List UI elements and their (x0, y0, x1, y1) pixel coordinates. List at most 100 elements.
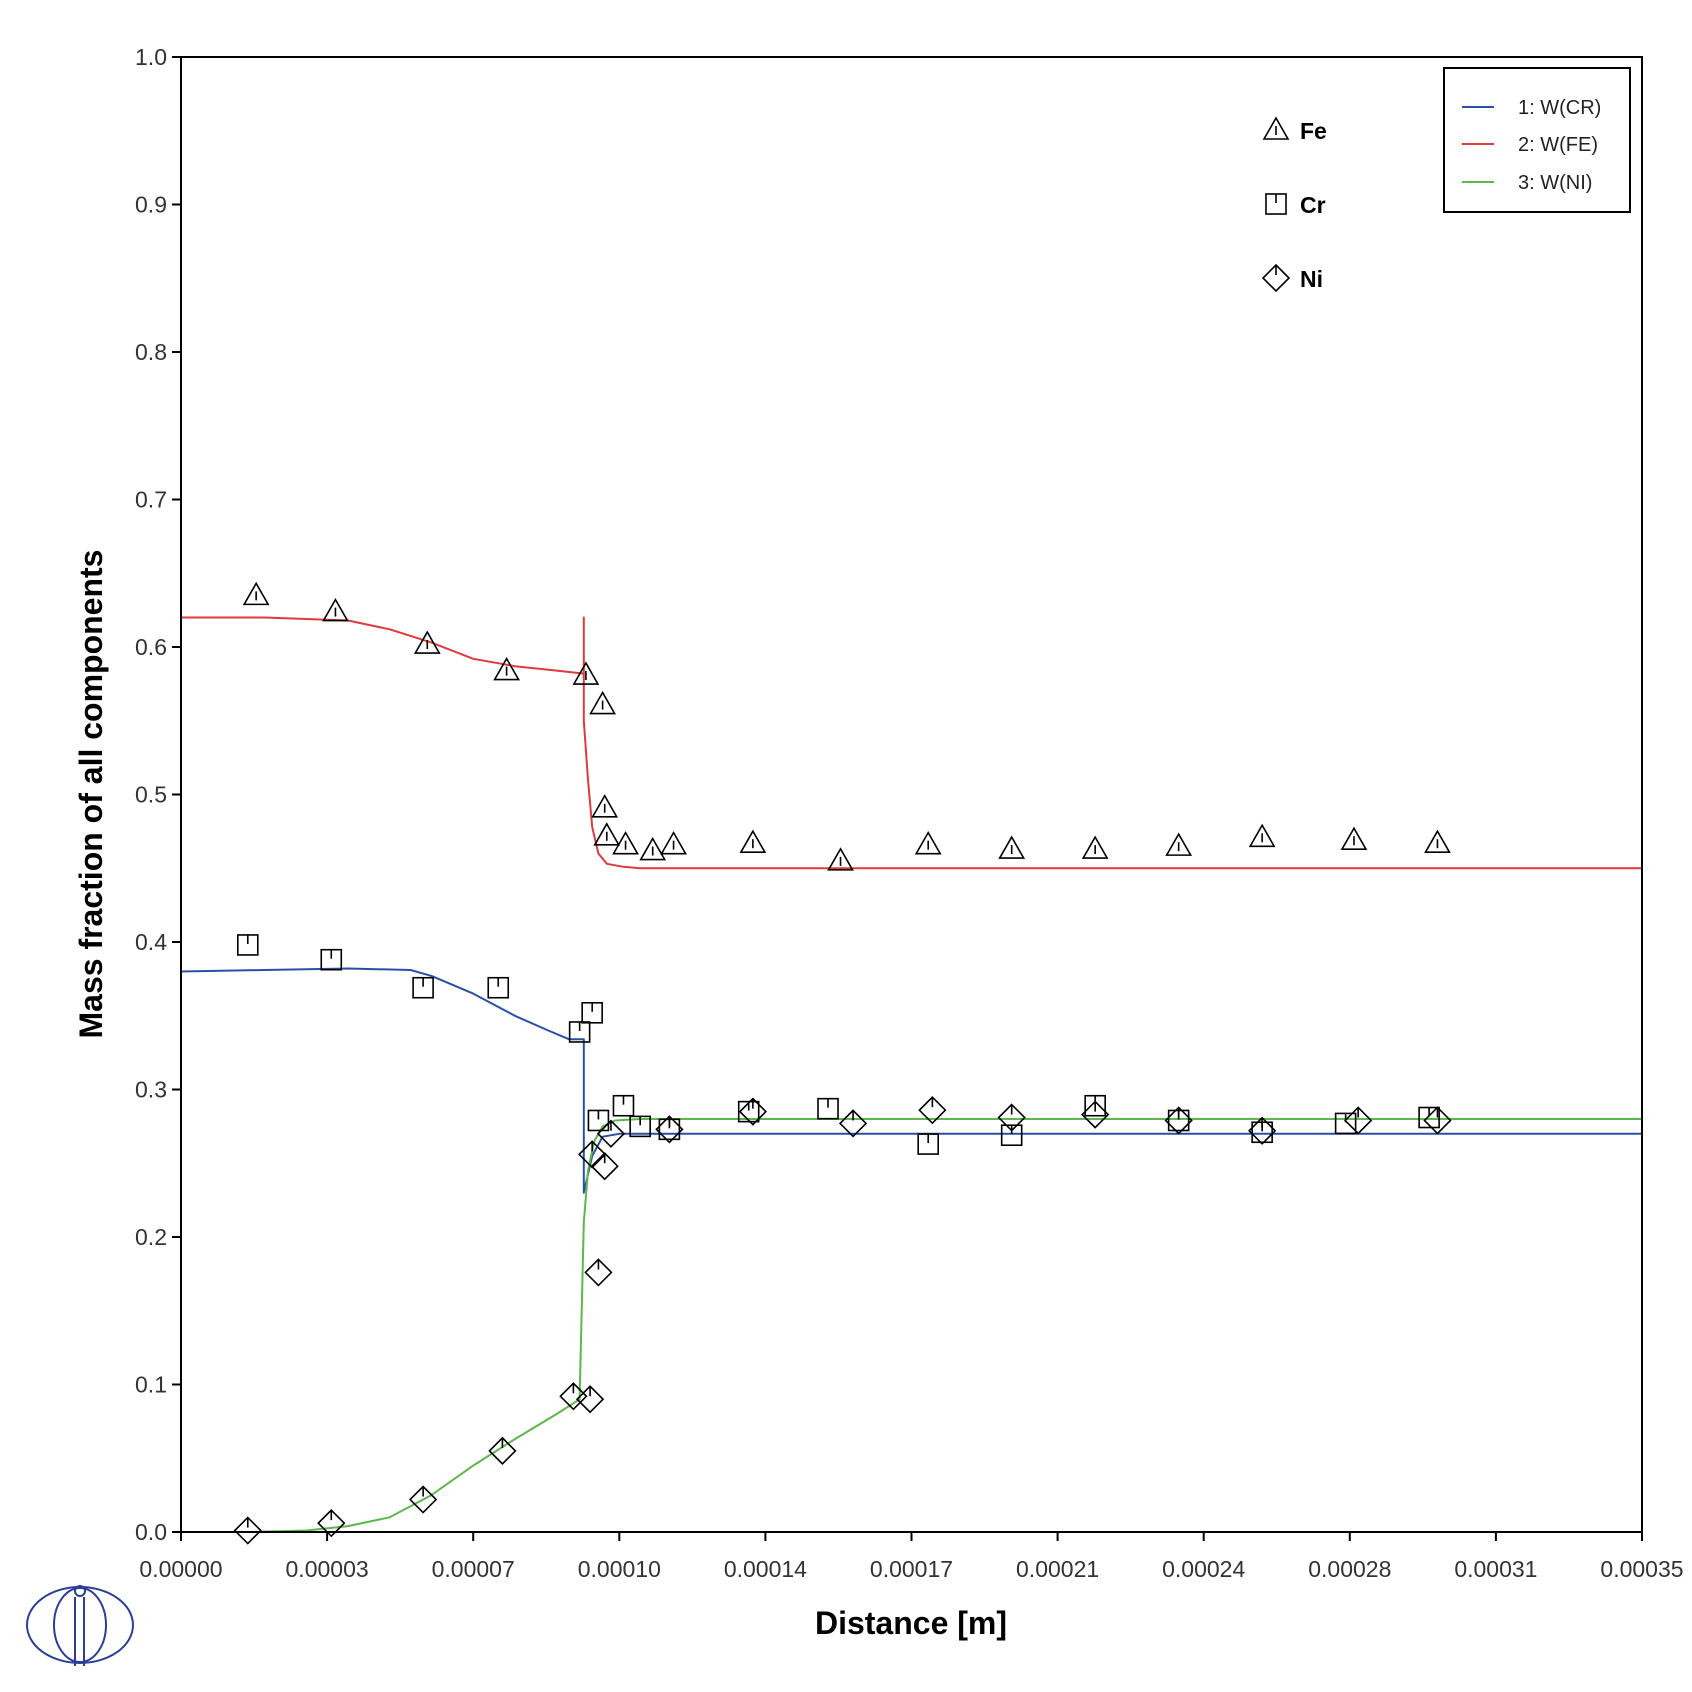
marker-cr (612, 1094, 635, 1117)
marker-cr (1334, 1112, 1357, 1135)
y-tick-label: 0.9 (135, 192, 167, 218)
marker-legend-cr-label: Cr (1300, 192, 1326, 218)
y-tick-label: 0.1 (135, 1372, 167, 1398)
marker-ni (488, 1436, 517, 1466)
marker-cr (568, 1021, 591, 1043)
marker-fe (827, 847, 854, 871)
marker-legend-symbol (1261, 263, 1291, 293)
y-tick-label: 0.0 (135, 1519, 167, 1545)
marker-ni (408, 1485, 438, 1514)
plot-frame (180, 56, 1643, 1533)
axis-layer: 0.00000 0.00003 0.00007 0.00010 0.00014 0.000… (135, 44, 1684, 1582)
marker-fe (572, 661, 600, 685)
x-tick-label: 0.00031 (1454, 1556, 1537, 1582)
marker-ni (918, 1096, 947, 1125)
y-axis-title: Mass fraction of all components (73, 550, 109, 1039)
marker-legend-symbol (1265, 193, 1287, 215)
marker-ni (233, 1516, 262, 1545)
marker-fe (1165, 832, 1193, 856)
series-line-1 (180, 967, 1642, 1194)
x-axis-title: Distance [m] (815, 1605, 1007, 1641)
marker-fe (660, 831, 687, 855)
marker-cr (587, 1109, 610, 1132)
marker-ni (575, 1385, 605, 1414)
y-tick-label: 1.0 (135, 44, 167, 70)
x-tick-label: 0.00017 (870, 1556, 953, 1582)
marker-ni (559, 1382, 588, 1411)
marker-cr (917, 1133, 939, 1155)
marker-fe (639, 836, 667, 861)
x-tick-label: 0.00000 (139, 1556, 222, 1582)
marker-legend-ni-label: Ni (1300, 266, 1323, 292)
series-legend: 1: W(CR) 2: W(FE) 3: W(NI) (1443, 67, 1631, 213)
marker-layer (233, 581, 1452, 1545)
y-tick-label: 0.3 (135, 1077, 167, 1103)
marker-fe (1340, 826, 1368, 851)
marker-ni (584, 1258, 613, 1287)
series-line-3 (247, 1118, 1642, 1533)
marker-fe (612, 831, 639, 855)
marker-fe (242, 581, 270, 606)
marker-fe (914, 831, 942, 855)
marker-legend-fe-symbol (1262, 116, 1290, 140)
marker-ni (317, 1509, 346, 1538)
marker-ni (590, 1152, 619, 1181)
marker-fe (1081, 835, 1109, 859)
x-tick-label: 0.00003 (286, 1556, 369, 1582)
marker-fe (493, 656, 520, 681)
marker-cr (817, 1097, 839, 1120)
marker-ni (1423, 1106, 1452, 1135)
marker-cr (581, 1001, 603, 1024)
marker-ni (596, 1119, 626, 1148)
x-tick-label: 0.00007 (432, 1556, 515, 1582)
marker-cr (487, 976, 510, 999)
x-tick-label: 0.00024 (1162, 1556, 1245, 1582)
marker-ni (655, 1115, 684, 1144)
marker-fe (413, 630, 441, 654)
x-tick-label: 0.00028 (1308, 1556, 1391, 1582)
y-tick-label: 0.4 (135, 929, 167, 955)
marker-cr (236, 934, 259, 956)
x-tick-label: 0.00010 (578, 1556, 661, 1582)
y-tick-label: 0.6 (135, 634, 167, 660)
marker-legend-fe-label: Fe (1300, 118, 1327, 144)
legend-label-ni: 3: W(NI) (1518, 172, 1592, 194)
series-line-2 (181, 616, 1642, 870)
marker-fe (589, 690, 616, 715)
thermo-calc-logo (26, 1585, 134, 1666)
marker-ni (1344, 1106, 1373, 1135)
marker-cr (629, 1115, 651, 1138)
marker-ni (738, 1097, 768, 1126)
marker-fe (591, 794, 619, 818)
series-layer (180, 616, 1642, 1533)
marker-fe (1248, 823, 1276, 848)
series-legend-box (1443, 67, 1631, 213)
y-tick-label: 0.5 (135, 782, 167, 808)
marker-legend-symbol (1262, 116, 1290, 140)
marker-fe (593, 822, 621, 846)
marker-ni (1081, 1100, 1110, 1129)
x-tick-label: 0.00014 (724, 1556, 807, 1582)
legend-label-cr: 1: W(CR) (1518, 97, 1601, 119)
y-tick-label: 0.8 (135, 339, 167, 365)
marker-ni (1164, 1106, 1193, 1135)
x-tick-label: 0.00021 (1016, 1556, 1099, 1582)
marker-fe (739, 829, 767, 853)
legend-label-fe: 2: W(FE) (1518, 134, 1598, 156)
marker-ni (997, 1103, 1026, 1132)
marker-ni (1248, 1116, 1277, 1145)
marker-fe (998, 835, 1026, 859)
y-tick-label: 0.7 (135, 487, 167, 513)
marker-ni (838, 1109, 868, 1138)
marker-legend-ni-symbol (1261, 263, 1291, 293)
marker-legend-cr-symbol (1265, 193, 1287, 215)
marker-fe (1424, 829, 1451, 853)
marker-cr (412, 976, 434, 999)
x-tick-label: 0.00035 (1600, 1556, 1683, 1582)
marker-legend: Fe Cr Ni (1261, 116, 1327, 293)
y-tick-label: 0.2 (135, 1224, 167, 1250)
marker-fe (322, 597, 349, 622)
marker-cr (1000, 1124, 1023, 1147)
marker-cr (320, 948, 343, 971)
